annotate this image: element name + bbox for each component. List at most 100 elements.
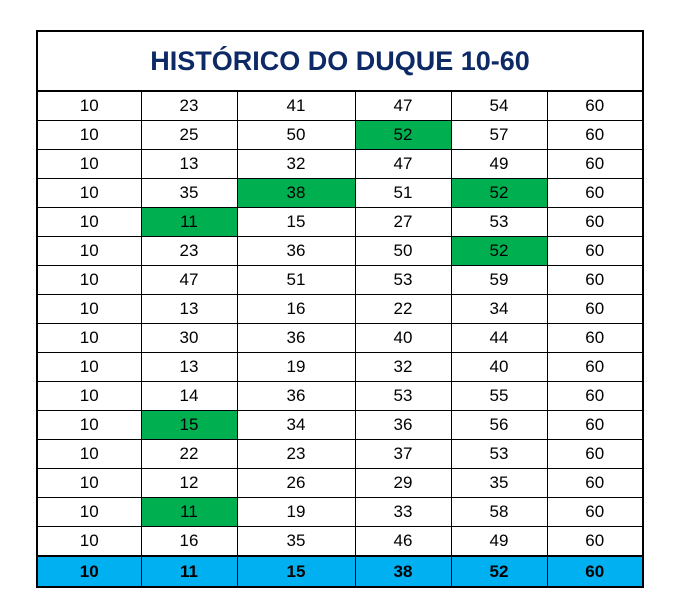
- cell: 10: [36, 497, 142, 527]
- title-row: HISTÓRICO DO DUQUE 10-60: [36, 30, 644, 92]
- cell: 53: [354, 381, 452, 411]
- cell: 49: [450, 526, 548, 557]
- table-row: 10 47 51 53 59 60: [36, 265, 644, 295]
- cell: 60: [546, 90, 644, 121]
- cell: 12: [140, 468, 238, 498]
- cell: 22: [354, 294, 452, 324]
- cell: 13: [140, 352, 238, 382]
- cell: 10: [36, 90, 142, 121]
- cell: 47: [140, 265, 238, 295]
- cell: 15: [236, 207, 356, 237]
- cell: 23: [140, 90, 238, 121]
- footer-cell: 52: [450, 555, 548, 588]
- cell: 23: [236, 439, 356, 469]
- cell: 14: [140, 381, 238, 411]
- cell: 10: [36, 352, 142, 382]
- table-row: 10 23 41 47 54 60: [36, 90, 644, 121]
- footer-cell: 10: [36, 555, 142, 588]
- table-row: 10 13 19 32 40 60: [36, 352, 644, 382]
- cell: 38: [236, 178, 356, 208]
- cell: 60: [546, 178, 644, 208]
- cell: 26: [236, 468, 356, 498]
- cell: 41: [236, 90, 356, 121]
- cell: 60: [546, 149, 644, 179]
- cell: 10: [36, 323, 142, 353]
- cell: 60: [546, 439, 644, 469]
- cell: 11: [140, 497, 238, 527]
- cell: 35: [140, 178, 238, 208]
- footer-cell: 11: [140, 555, 238, 588]
- footer-row: 10 11 15 38 52 60: [36, 555, 644, 588]
- cell: 55: [450, 381, 548, 411]
- table-title: HISTÓRICO DO DUQUE 10-60: [36, 30, 644, 92]
- cell: 47: [354, 149, 452, 179]
- cell: 35: [236, 526, 356, 557]
- cell: 60: [546, 410, 644, 440]
- cell: 19: [236, 352, 356, 382]
- cell: 60: [546, 381, 644, 411]
- sheet: HISTÓRICO DO DUQUE 10-60 10 23 41 47 54 60 10 2…: [36, 30, 645, 588]
- cell: 10: [36, 120, 142, 150]
- cell: 58: [450, 497, 548, 527]
- table-row: 10 30 36 40 44 60: [36, 323, 644, 353]
- table-row: 10 15 34 36 56 60: [36, 410, 644, 440]
- table-row: 10 22 23 37 53 60: [36, 439, 644, 469]
- cell: 11: [140, 207, 238, 237]
- cell: 16: [236, 294, 356, 324]
- cell: 10: [36, 265, 142, 295]
- cell: 10: [36, 207, 142, 237]
- cell: 16: [140, 526, 238, 557]
- cell: 51: [354, 178, 452, 208]
- table-row: 10 13 32 47 49 60: [36, 149, 644, 179]
- cell: 60: [546, 207, 644, 237]
- footer-cell: 60: [546, 555, 644, 588]
- cell: 10: [36, 149, 142, 179]
- cell: 57: [450, 120, 548, 150]
- table-row: 10 11 15 27 53 60: [36, 207, 644, 237]
- cell: 36: [236, 236, 356, 266]
- cell: 36: [236, 323, 356, 353]
- cell: 53: [450, 439, 548, 469]
- cell: 60: [546, 265, 644, 295]
- cell: 10: [36, 526, 142, 557]
- cell: 40: [354, 323, 452, 353]
- cell: 10: [36, 410, 142, 440]
- cell: 10: [36, 236, 142, 266]
- cell: 10: [36, 439, 142, 469]
- footer-cell: 38: [354, 555, 452, 588]
- table-row: 10 12 26 29 35 60: [36, 468, 644, 498]
- history-table: HISTÓRICO DO DUQUE 10-60 10 23 41 47 54 60 10 2…: [36, 30, 645, 588]
- cell: 34: [236, 410, 356, 440]
- cell: 60: [546, 323, 644, 353]
- cell: 51: [236, 265, 356, 295]
- cell: 15: [140, 410, 238, 440]
- cell: 44: [450, 323, 548, 353]
- cell: 37: [354, 439, 452, 469]
- table-row: 10 13 16 22 34 60: [36, 294, 644, 324]
- table-row: 10 11 19 33 58 60: [36, 497, 644, 527]
- cell: 60: [546, 120, 644, 150]
- cell: 47: [354, 90, 452, 121]
- table-row: 10 16 35 46 49 60: [36, 526, 644, 557]
- cell: 50: [236, 120, 356, 150]
- cell: 53: [354, 265, 452, 295]
- cell: 19: [236, 497, 356, 527]
- cell: 36: [236, 381, 356, 411]
- cell: 34: [450, 294, 548, 324]
- cell: 60: [546, 236, 644, 266]
- table-body: HISTÓRICO DO DUQUE 10-60 10 23 41 47 54 60 10 2…: [36, 30, 644, 588]
- cell: 60: [546, 497, 644, 527]
- table-row: 10 14 36 53 55 60: [36, 381, 644, 411]
- cell: 60: [546, 352, 644, 382]
- cell: 32: [354, 352, 452, 382]
- cell: 10: [36, 468, 142, 498]
- cell: 27: [354, 207, 452, 237]
- cell: 23: [140, 236, 238, 266]
- cell: 13: [140, 149, 238, 179]
- cell: 40: [450, 352, 548, 382]
- cell: 10: [36, 294, 142, 324]
- cell: 53: [450, 207, 548, 237]
- cell: 22: [140, 439, 238, 469]
- cell: 49: [450, 149, 548, 179]
